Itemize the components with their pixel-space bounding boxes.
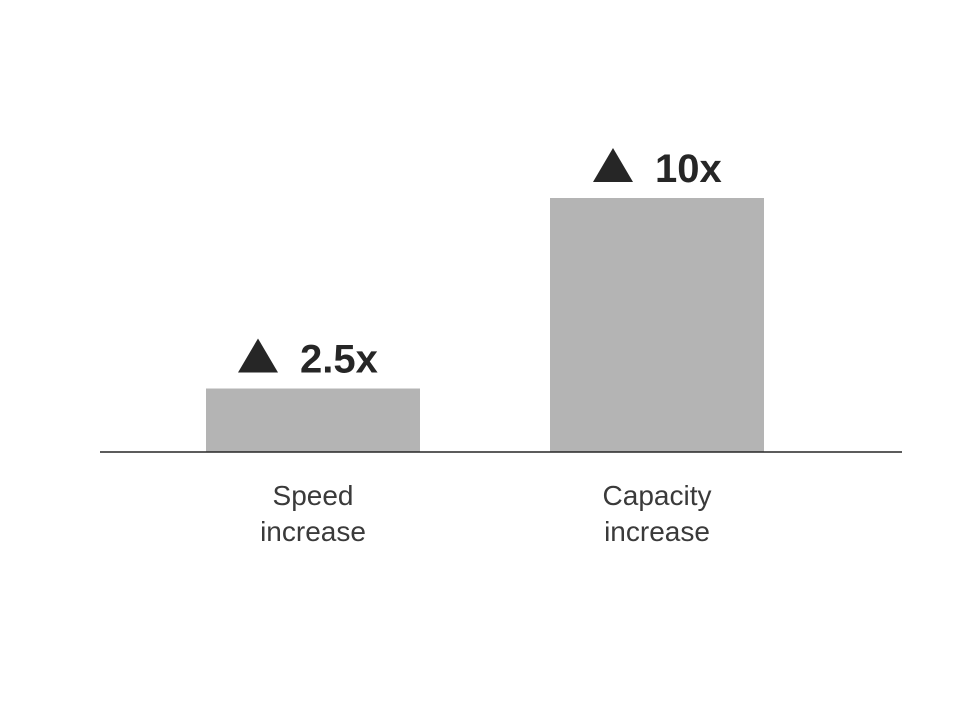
category-label-1-line-0: Capacity bbox=[603, 480, 712, 511]
value-label-0: 2.5x bbox=[300, 338, 378, 382]
value-label-1: 10x bbox=[655, 147, 722, 191]
category-label-0-line-0: Speed bbox=[273, 480, 354, 511]
bar-1 bbox=[550, 198, 764, 452]
up-triangle-icon bbox=[238, 338, 278, 373]
category-label-1-line-1: increase bbox=[604, 516, 710, 547]
bars-layer bbox=[206, 198, 764, 452]
category-label-0-line-1: increase bbox=[260, 516, 366, 547]
up-triangle-icon bbox=[593, 148, 633, 182]
labels-layer: 2.5x Speed increase 10x Capacity increase bbox=[238, 147, 722, 547]
bar-0 bbox=[206, 388, 420, 452]
